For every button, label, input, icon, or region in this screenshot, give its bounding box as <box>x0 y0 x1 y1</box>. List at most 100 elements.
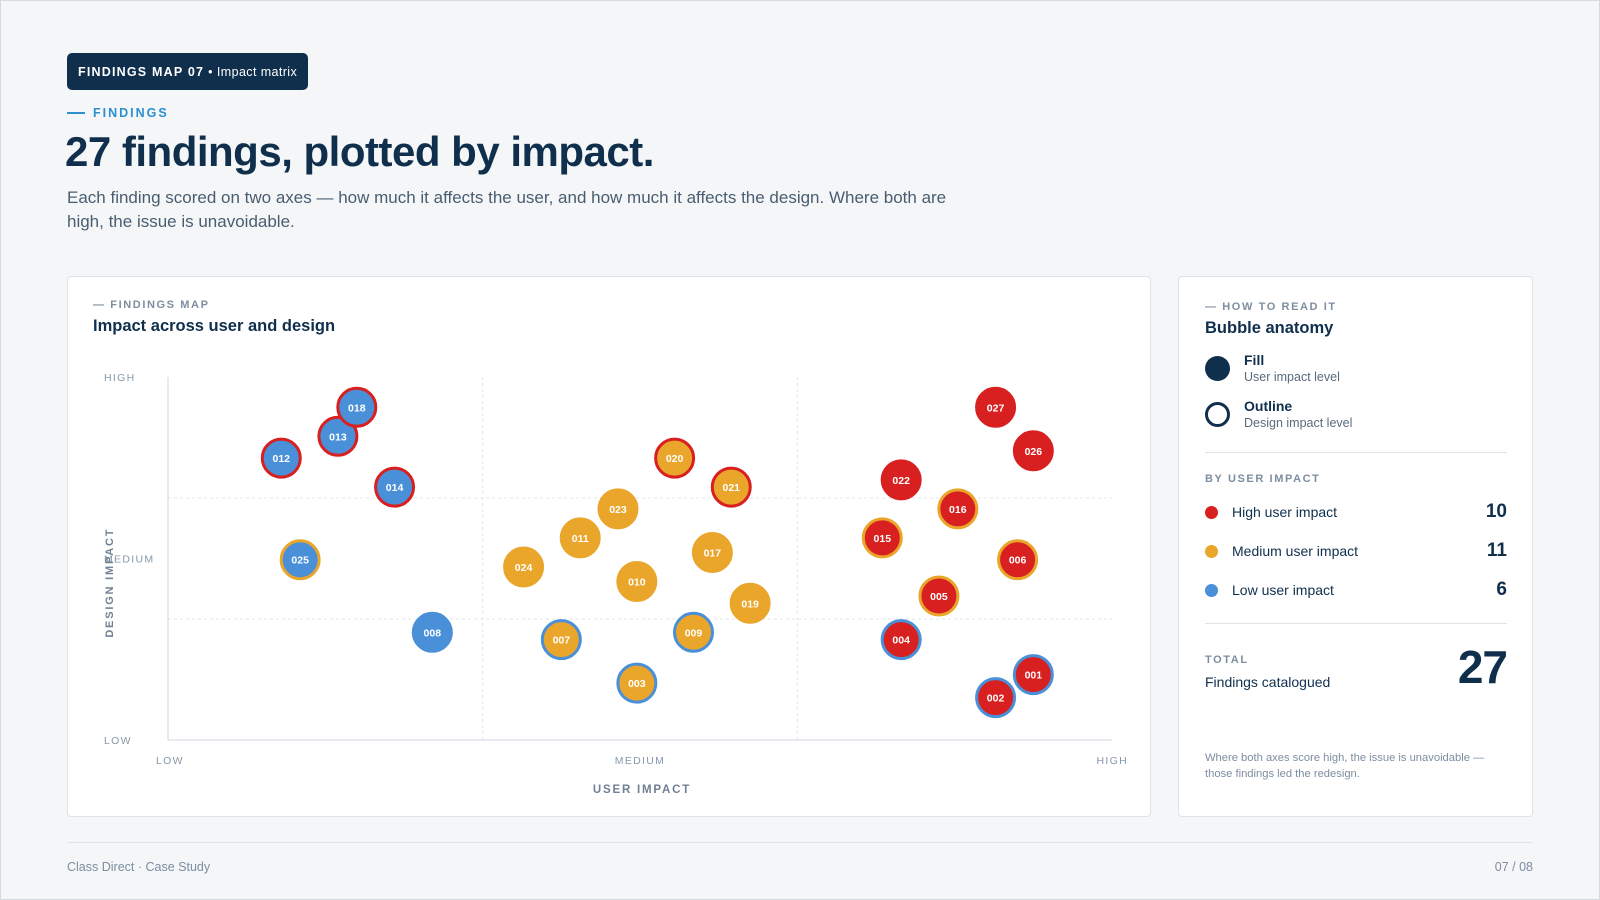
fill-description: User impact level <box>1244 370 1340 384</box>
y-tick-label: HIGH <box>104 372 135 384</box>
finding-bubble-013 <box>317 415 359 457</box>
fill-label: Fill <box>1244 352 1265 368</box>
chart-card: — FINDINGS MAP Impact across user and de… <box>67 276 1151 817</box>
chart-header: — FINDINGS MAP Impact across user and de… <box>93 299 335 336</box>
finding-bubble-015 <box>861 517 903 559</box>
page-subtitle: Each finding scored on two axes — how mu… <box>67 188 947 231</box>
tag-title: FINDINGS MAP 07 <box>78 64 205 79</box>
finding-bubble-007 <box>540 619 582 661</box>
x-tick-label: LOW <box>156 755 184 767</box>
y-tick-label: LOW <box>104 735 132 747</box>
finding-label-008: 008 <box>424 627 442 639</box>
finding-label-024: 024 <box>515 562 533 574</box>
footer-credit: Class Direct · Case Study <box>67 860 211 874</box>
legend-count: 11 <box>1486 540 1507 561</box>
by-user-impact-eyebrow: BY USER IMPACT <box>1205 473 1321 485</box>
finding-bubble-014 <box>374 466 416 508</box>
legend-eyebrow: — HOW TO READ IT <box>1205 301 1337 313</box>
tag-separator: • <box>208 64 213 79</box>
outline-label: Outline <box>1244 398 1293 414</box>
finding-label-012: 012 <box>273 453 291 465</box>
finding-label-021: 021 <box>722 482 740 494</box>
outline-swatch-icon <box>1205 402 1230 427</box>
scatter-plot: LOW MEDIUM HIGH LOW MEDIUM HIGH USER IMPACT DES… <box>104 372 1128 796</box>
y-tick-label: MEDIUM <box>104 554 154 566</box>
medium-dot-icon <box>1205 544 1218 558</box>
chart-eyebrow: — FINDINGS MAP <box>93 299 210 311</box>
total-count: 27 <box>1457 641 1508 693</box>
x-tick-label: MEDIUM <box>615 755 665 767</box>
finding-bubble-027 <box>975 386 1017 428</box>
finding-bubble-010 <box>616 560 658 602</box>
page-number: 07 / 08 <box>1494 860 1533 874</box>
finding-label-009: 009 <box>685 627 703 639</box>
finding-label-026: 026 <box>1025 446 1043 458</box>
finding-bubble-019 <box>729 582 771 624</box>
legend-card: — HOW TO READ IT Bubble anatomy Fill Use… <box>1178 276 1533 817</box>
finding-bubble-024 <box>503 546 545 588</box>
high-dot-icon <box>1205 505 1218 519</box>
finding-bubble-001 <box>1012 654 1054 696</box>
finding-label-011: 011 <box>572 533 589 545</box>
total-row: TOTAL Findings catalogued 27 <box>1205 641 1508 693</box>
anatomy-outline: Outline Design impact level <box>1205 398 1507 430</box>
eyebrow-label: FINDINGS <box>93 106 169 120</box>
finding-label-022: 022 <box>892 475 910 487</box>
finding-bubble-002 <box>975 677 1017 719</box>
finding-label-013: 013 <box>329 431 347 443</box>
tag-subtitle: Impact matrix <box>216 64 298 79</box>
finding-bubble-009 <box>672 611 714 653</box>
finding-bubble-011 <box>559 517 601 559</box>
finding-label-018: 018 <box>348 402 366 414</box>
total-label: Findings catalogued <box>1205 674 1331 690</box>
legend-title: Bubble anatomy <box>1205 319 1334 337</box>
legend-label: High user impact <box>1232 504 1338 520</box>
divider <box>1205 623 1507 624</box>
legend-item-medium: Medium user impact 11 <box>1205 540 1507 562</box>
eyebrow-rule <box>67 112 85 114</box>
footer-rule <box>67 842 1533 843</box>
finding-bubble-012 <box>260 437 302 479</box>
finding-label-001: 001 <box>1025 670 1043 682</box>
finding-bubble-006 <box>997 539 1039 581</box>
finding-label-016: 016 <box>949 504 967 516</box>
legend-label: Low user impact <box>1232 582 1334 598</box>
legend-content: — HOW TO READ IT Bubble anatomy Fill Use… <box>1205 301 1508 693</box>
finding-label-006: 006 <box>1009 555 1027 567</box>
fill-swatch-icon <box>1205 356 1230 381</box>
section-tag: FINDINGS MAP 07 • Impact matrix <box>67 53 309 90</box>
finding-bubble-026 <box>1012 430 1054 472</box>
finding-bubble-008 <box>411 611 453 653</box>
finding-label-015: 015 <box>874 533 892 545</box>
finding-label-010: 010 <box>628 576 646 588</box>
anatomy-fill: Fill User impact level <box>1205 352 1507 384</box>
finding-label-023: 023 <box>609 504 627 516</box>
finding-label-014: 014 <box>386 482 404 494</box>
legend-label: Medium user impact <box>1232 543 1359 559</box>
legend-count: 6 <box>1496 579 1507 600</box>
legend-item-low: Low user impact 6 <box>1205 579 1507 601</box>
finding-label-004: 004 <box>892 635 910 647</box>
finding-bubble-021 <box>710 466 752 508</box>
finding-bubble-003 <box>616 662 658 704</box>
legend-item-high: High user impact 10 <box>1205 501 1507 523</box>
outline-description: Design impact level <box>1244 416 1353 430</box>
y-axis-title: DESIGN IMPACT <box>104 528 116 638</box>
low-dot-icon <box>1205 583 1218 597</box>
finding-label-025: 025 <box>291 555 309 567</box>
finding-label-017: 017 <box>704 547 722 559</box>
finding-label-019: 019 <box>741 598 759 610</box>
legend-note: Where both axes score high, the issue is… <box>1205 752 1485 780</box>
total-eyebrow: TOTAL <box>1205 654 1249 666</box>
finding-label-027: 027 <box>987 402 1005 414</box>
x-axis-title: USER IMPACT <box>593 784 691 796</box>
finding-bubble-004 <box>880 619 922 661</box>
finding-bubble-005 <box>918 575 960 617</box>
x-tick-label: HIGH <box>1097 755 1128 767</box>
finding-label-005: 005 <box>930 591 948 603</box>
page-title: 27 findings, plotted by impact. <box>65 128 654 175</box>
legend-count: 10 <box>1485 501 1507 522</box>
finding-label-002: 002 <box>987 693 1005 705</box>
finding-bubble-017 <box>691 531 733 573</box>
finding-label-007: 007 <box>553 635 571 647</box>
